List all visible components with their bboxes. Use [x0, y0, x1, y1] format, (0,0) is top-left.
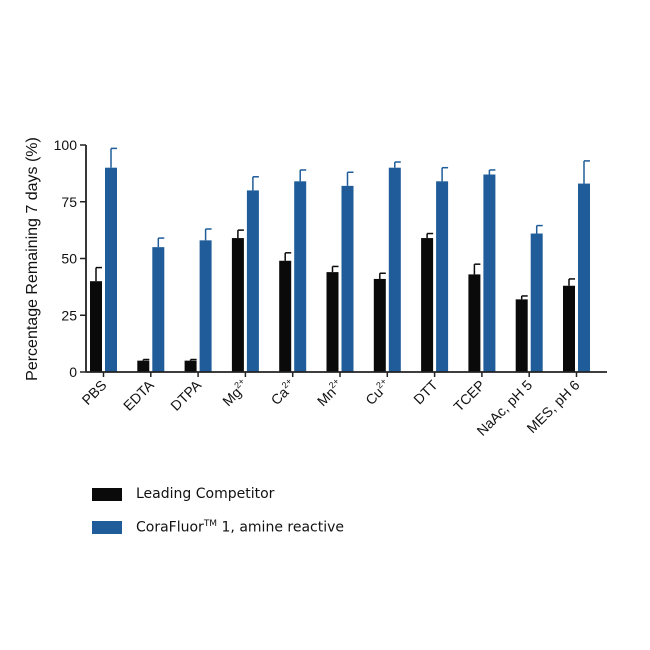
y-tick-label: 100	[54, 137, 78, 153]
x-tick-label: Ca2+	[267, 376, 299, 408]
bar-leading-competitor	[468, 274, 481, 372]
x-tick-label: Cu2+	[361, 376, 393, 408]
x-tick-label: DTT	[410, 376, 441, 407]
legend-swatch-competitor	[92, 487, 122, 501]
y-tick-label: 75	[61, 194, 77, 210]
bar-corafluor	[294, 181, 307, 372]
axes-layer	[80, 144, 607, 377]
x-tick-label: TCEP	[450, 377, 488, 415]
x-tick-label: DTPA	[167, 376, 204, 413]
chart-legend: Leading Competitor CoraFluorTM 1, amine …	[92, 483, 344, 549]
y-tick-label: 25	[61, 307, 77, 323]
x-tick-label: Mg2+	[218, 376, 251, 409]
bar-corafluor	[341, 185, 354, 372]
bar-leading-competitor	[515, 299, 528, 372]
legend-item-leading-competitor: Leading Competitor	[92, 483, 344, 505]
bar-leading-competitor	[90, 281, 102, 372]
bars-layer	[90, 167, 590, 372]
bar-leading-competitor	[137, 360, 150, 372]
bar-corafluor	[530, 233, 543, 372]
bar-leading-competitor	[373, 278, 386, 372]
legend-label: CoraFluorTM 1, amine reactive	[136, 518, 344, 536]
bar-corafluor	[483, 174, 496, 372]
bar-leading-competitor	[563, 285, 575, 372]
x-tick-label: Mn2+	[313, 376, 346, 409]
y-tick-label: 50	[61, 251, 77, 267]
bar-corafluor	[105, 167, 117, 372]
legend-swatch-corafluor	[92, 520, 122, 534]
bar-corafluor	[152, 247, 165, 372]
bar-leading-competitor	[326, 272, 339, 372]
tick-labels-layer: PBS EDTA DTPA Mg2+Ca2+Mn2+Cu2+ DTT TCEPNaAc, …	[54, 137, 583, 439]
bar-leading-competitor	[184, 360, 197, 372]
bar-leading-competitor	[421, 238, 434, 372]
bar-corafluor	[436, 181, 449, 372]
y-tick-label: 0	[69, 364, 77, 380]
x-tick-label: EDTA	[120, 376, 157, 413]
x-tick-label: PBS	[78, 377, 109, 408]
legend-label: Leading Competitor	[136, 486, 275, 502]
bar-leading-competitor	[279, 260, 292, 372]
legend-item-corafluor: CoraFluorTM 1, amine reactive	[92, 516, 344, 538]
error-bars-layer	[95, 147, 590, 361]
bar-corafluor	[199, 240, 212, 372]
bar-leading-competitor	[231, 238, 244, 372]
y-axis-label: Percentage Remaining 7 days (%)	[24, 137, 41, 381]
bar-corafluor	[578, 183, 590, 372]
bar-corafluor	[388, 167, 401, 372]
bar-corafluor	[246, 190, 259, 372]
